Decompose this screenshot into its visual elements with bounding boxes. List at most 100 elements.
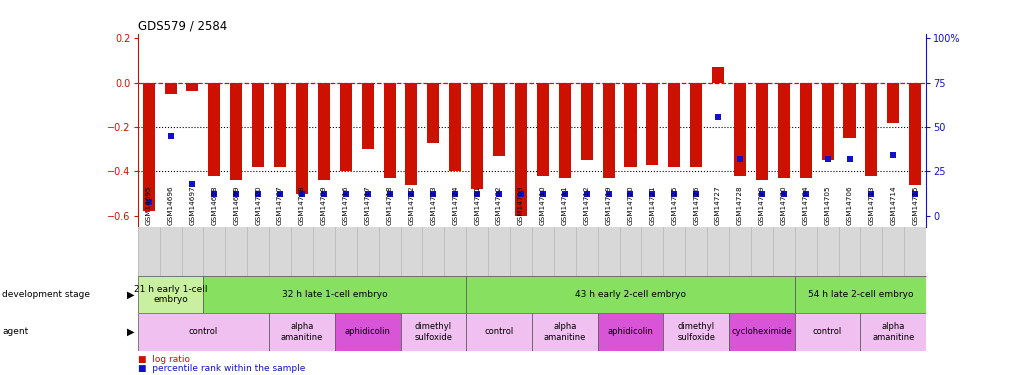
Bar: [383, 82, 395, 178]
Text: control: control: [484, 327, 514, 336]
Point: [906, 191, 922, 197]
Point: [359, 191, 375, 197]
Bar: [667, 82, 680, 167]
Point: [403, 191, 419, 197]
Bar: [208, 82, 220, 176]
Bar: [860, 313, 925, 351]
Bar: [597, 313, 662, 351]
Bar: [794, 276, 925, 313]
Bar: [662, 313, 729, 351]
Point: [162, 133, 178, 139]
Point: [709, 114, 726, 120]
Bar: [624, 82, 636, 167]
Bar: [646, 82, 658, 165]
Point: [272, 191, 288, 197]
Point: [862, 191, 878, 197]
Bar: [427, 82, 439, 142]
Text: ■  log ratio: ■ log ratio: [138, 356, 190, 364]
Point: [578, 191, 594, 197]
Point: [797, 191, 813, 197]
Point: [818, 156, 835, 162]
Bar: [318, 82, 329, 180]
Bar: [799, 82, 811, 178]
Text: GDS579 / 2584: GDS579 / 2584: [138, 20, 227, 33]
Bar: [729, 313, 794, 351]
Bar: [274, 82, 285, 167]
Bar: [466, 276, 794, 313]
Point: [731, 156, 747, 162]
Bar: [362, 82, 373, 149]
Bar: [532, 313, 597, 351]
Bar: [580, 82, 592, 160]
Text: aphidicolin: aphidicolin: [607, 327, 653, 336]
Text: agent: agent: [2, 327, 29, 336]
Bar: [230, 82, 243, 180]
Text: 43 h early 2-cell embryo: 43 h early 2-cell embryo: [575, 290, 686, 299]
Bar: [602, 82, 614, 178]
Point: [206, 191, 222, 197]
Text: alpha
amanitine: alpha amanitine: [543, 322, 585, 342]
Point: [884, 152, 901, 158]
Point: [250, 191, 266, 197]
Bar: [908, 82, 920, 185]
Bar: [143, 82, 155, 212]
Point: [141, 199, 157, 205]
Point: [446, 191, 463, 197]
Text: alpha
amanitine: alpha amanitine: [280, 322, 323, 342]
Bar: [466, 313, 532, 351]
Bar: [536, 82, 548, 176]
Text: aphidicolin: aphidicolin: [344, 327, 390, 336]
Bar: [203, 276, 466, 313]
Bar: [339, 82, 352, 171]
Text: ▶: ▶: [126, 327, 133, 337]
Point: [753, 191, 769, 197]
Bar: [164, 82, 176, 94]
Point: [316, 191, 332, 197]
Bar: [334, 313, 400, 351]
Bar: [138, 313, 269, 351]
Bar: [558, 82, 571, 178]
Point: [228, 191, 245, 197]
Point: [600, 191, 616, 197]
Bar: [734, 82, 745, 176]
Bar: [252, 82, 264, 167]
Bar: [269, 313, 334, 351]
Bar: [296, 82, 308, 194]
Bar: [711, 67, 723, 82]
Bar: [887, 82, 899, 123]
Point: [841, 156, 857, 162]
Bar: [820, 82, 833, 160]
Point: [774, 191, 791, 197]
Bar: [690, 82, 701, 167]
Bar: [755, 82, 767, 180]
Point: [469, 191, 485, 197]
Text: 54 h late 2-cell embryo: 54 h late 2-cell embryo: [807, 290, 912, 299]
Text: control: control: [812, 327, 842, 336]
Bar: [843, 82, 855, 138]
Text: cycloheximide: cycloheximide: [731, 327, 792, 336]
Bar: [186, 82, 199, 92]
Bar: [492, 82, 504, 156]
Point: [490, 191, 506, 197]
Bar: [405, 82, 417, 185]
Point: [665, 191, 682, 197]
Text: 21 h early 1-cell
embryo: 21 h early 1-cell embryo: [133, 285, 207, 304]
Point: [688, 191, 704, 197]
Point: [534, 191, 550, 197]
Text: alpha
amanitine: alpha amanitine: [871, 322, 914, 342]
Bar: [777, 82, 789, 178]
Text: dimethyl
sulfoxide: dimethyl sulfoxide: [677, 322, 714, 342]
Text: dimethyl
sulfoxide: dimethyl sulfoxide: [414, 322, 452, 342]
Bar: [138, 276, 203, 313]
Text: development stage: development stage: [2, 290, 90, 299]
Point: [337, 191, 354, 197]
Bar: [400, 313, 466, 351]
Point: [425, 191, 441, 197]
Bar: [448, 82, 461, 171]
Bar: [794, 313, 860, 351]
Point: [513, 191, 529, 197]
Point: [644, 191, 660, 197]
Point: [184, 182, 201, 188]
Point: [293, 191, 310, 197]
Text: ▶: ▶: [126, 290, 133, 299]
